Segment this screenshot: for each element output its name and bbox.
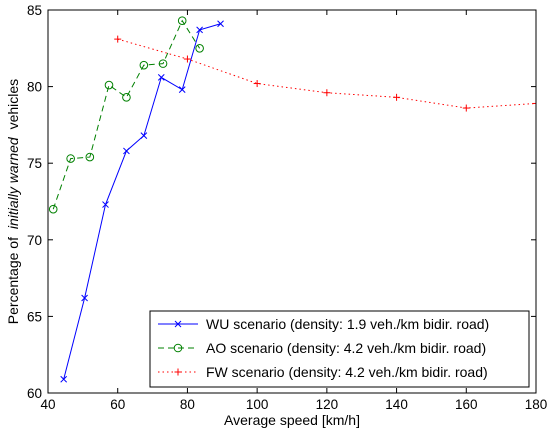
- series-1-point-1: [66, 154, 75, 163]
- legend-entry-1: AO scenario (density: 4.2 veh./km bidir.…: [158, 340, 486, 356]
- series-0-point-5: [157, 74, 165, 81]
- series-0-point-3: [123, 147, 130, 155]
- x-tick-label-4: 120: [316, 397, 339, 412]
- x-tick-label-6: 160: [455, 397, 478, 412]
- series-2-point-6: [532, 99, 536, 107]
- y-tick-label-2: 70: [27, 233, 42, 248]
- legend-entry-0: WU scenario (density: 1.9 veh./km bidir.…: [158, 316, 489, 332]
- legend-marker-1: [173, 343, 183, 353]
- series-2-point-0: [114, 35, 122, 43]
- series-0: [60, 20, 224, 383]
- legend-label-2: FW scenario (density: 4.2 veh./km bidir.…: [206, 364, 488, 380]
- series-1-point-7: [177, 16, 187, 26]
- x-tick-label-7: 180: [525, 397, 547, 412]
- series-0-point-4: [140, 132, 148, 139]
- series-1-point-2: [85, 152, 95, 162]
- series-1-point-4: [122, 93, 131, 102]
- x-tick-label-2: 80: [180, 397, 195, 412]
- series-1: [48, 16, 204, 214]
- series-2-point-5: [462, 104, 470, 112]
- series-line-1: [52, 19, 201, 210]
- legend-marker-2: [174, 368, 182, 376]
- series-1-point-5: [139, 60, 149, 70]
- legend-label-0: WU scenario (density: 1.9 veh./km bidir.…: [206, 316, 489, 332]
- series-2-point-1: [183, 55, 191, 63]
- y-tick-label-5: 85: [27, 3, 42, 18]
- y-axis-label-prefix: Percentage of: [5, 237, 21, 324]
- series-0-point-7: [196, 26, 203, 34]
- series-0-point-0: [60, 375, 68, 383]
- x-tick-label-3: 100: [246, 397, 269, 412]
- y-axis-label: Percentage of initially warned vehicles: [5, 79, 21, 324]
- x-tick-label-0: 40: [40, 397, 55, 412]
- series-2-point-4: [393, 93, 401, 101]
- x-tick-label-1: 60: [110, 397, 125, 412]
- x-tick-label-5: 140: [385, 397, 408, 412]
- y-tick-label-4: 80: [27, 80, 42, 95]
- series-1-point-8: [195, 44, 204, 53]
- series-2: [114, 35, 536, 112]
- series-0-point-1: [81, 294, 88, 302]
- legend-box: [149, 310, 530, 388]
- series-2-point-2: [253, 80, 261, 88]
- legend-marker-0: [174, 320, 182, 328]
- y-axis-label-suffix: vehicles: [5, 79, 21, 130]
- x-axis-label: Average speed [km/h]: [224, 412, 360, 428]
- series-2-point-3: [323, 89, 331, 97]
- series-1-point-6: [158, 59, 168, 68]
- series-1-point-3: [104, 80, 114, 90]
- legend-entry-2: FW scenario (density: 4.2 veh./km bidir.…: [158, 364, 488, 380]
- plot-frame: [47, 9, 537, 394]
- legend-label-1: AO scenario (density: 4.2 veh./km bidir.…: [206, 340, 486, 356]
- series-0-point-8: [217, 20, 224, 28]
- y-tick-label-3: 75: [27, 156, 42, 171]
- series-1-point-0: [48, 204, 58, 214]
- y-tick-label-1: 65: [27, 309, 42, 324]
- y-tick-label-0: 60: [27, 386, 42, 401]
- y-axis-label-emphasis: initially warned: [5, 136, 21, 229]
- legend: WU scenario (density: 1.9 veh./km bidir.…: [149, 310, 530, 388]
- series-0-point-2: [102, 201, 109, 208]
- series-layer: [48, 16, 536, 383]
- series-0-point-6: [178, 86, 186, 94]
- axes-frame: [47, 9, 537, 394]
